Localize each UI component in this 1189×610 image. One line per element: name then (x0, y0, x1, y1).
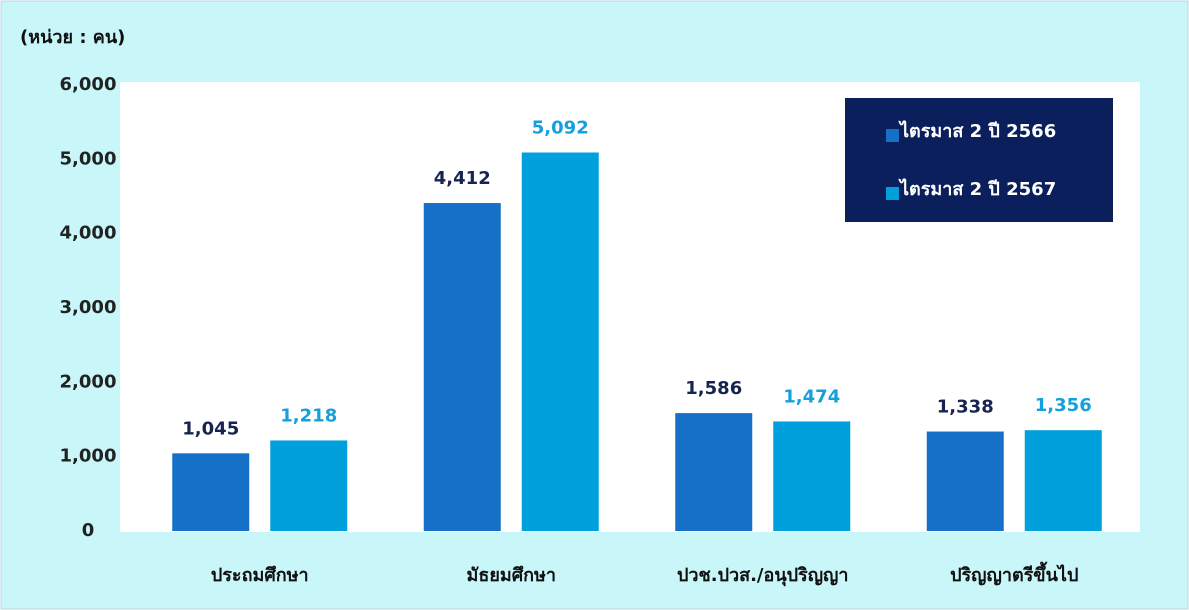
legend-box (845, 98, 1113, 222)
value-label: 1,218 (280, 405, 337, 426)
value-label: 5,092 (532, 117, 589, 138)
value-label: 1,586 (685, 378, 742, 399)
bar (270, 440, 348, 531)
x-tick-label: ปริญญาตรีขึ้นไป (950, 561, 1078, 586)
bar (1024, 430, 1102, 531)
unit-label: (หน่วย : คน) (20, 27, 125, 48)
value-label: 1,474 (783, 386, 840, 407)
bar (423, 203, 501, 532)
y-tick-label: 3,000 (60, 297, 117, 318)
x-tick-label: ปวช.ปวส./อนุปริญญา (677, 565, 849, 587)
legend-label: ไตรมาส 2 ปี 2567 (898, 178, 1056, 200)
bar (675, 413, 753, 531)
bar (521, 152, 599, 531)
value-label: 1,356 (1035, 395, 1092, 416)
y-tick-label: 4,000 (60, 223, 117, 244)
y-tick-label: 0 (82, 520, 95, 541)
bar (773, 421, 851, 531)
bar (172, 453, 250, 531)
x-tick-label: ประถมศึกษา (211, 565, 309, 586)
bar (926, 431, 1004, 531)
legend-label: ไตรมาส 2 ปี 2566 (898, 120, 1056, 142)
y-tick-label: 5,000 (60, 148, 117, 169)
y-tick-label: 1,000 (60, 446, 117, 467)
value-label: 1,045 (182, 418, 239, 439)
legend-swatch (886, 187, 899, 200)
y-tick-label: 2,000 (60, 371, 117, 392)
legend-swatch (886, 129, 899, 142)
value-label: 1,338 (937, 397, 994, 418)
value-label: 4,412 (434, 168, 491, 189)
y-tick-label: 6,000 (60, 74, 117, 95)
x-tick-label: มัธยมศึกษา (466, 565, 556, 586)
